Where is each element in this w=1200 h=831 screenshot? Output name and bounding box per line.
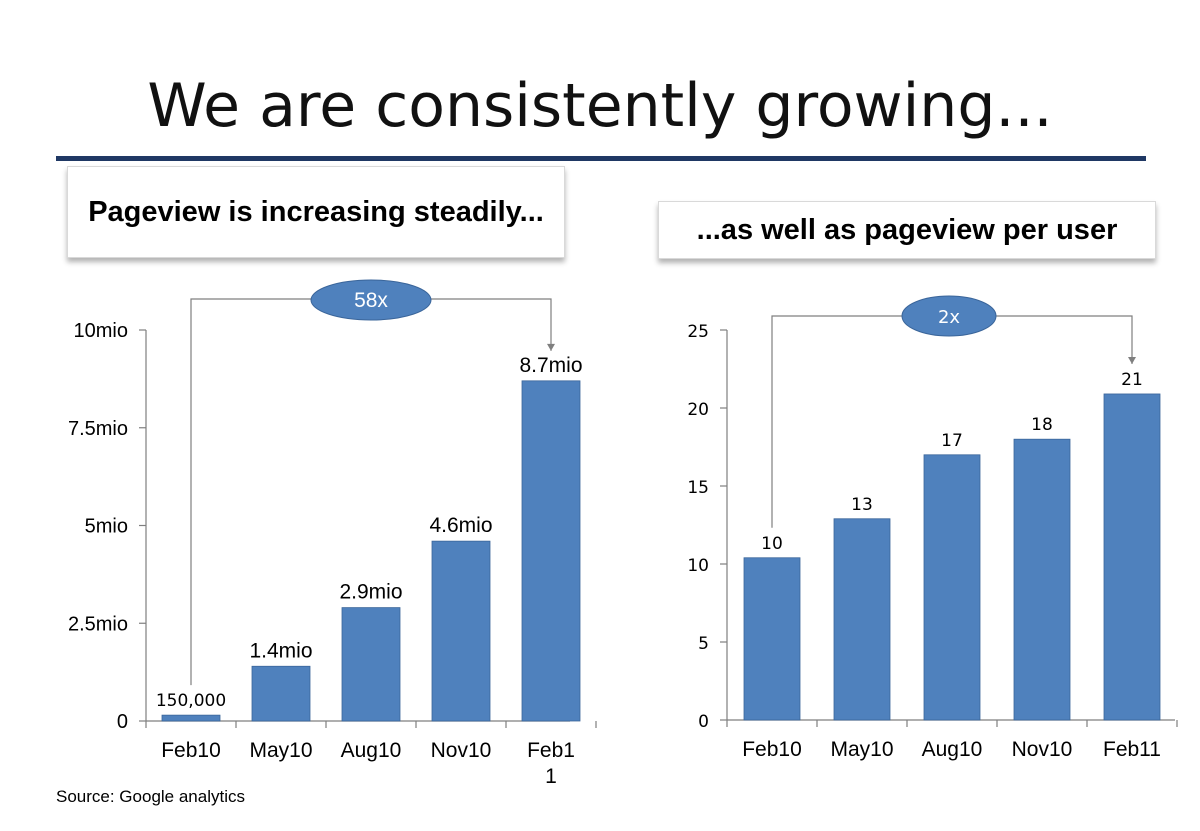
growth-badge [310,279,432,321]
growth-badge [901,295,997,337]
bar-May10 [833,518,891,721]
title-rule [56,156,1146,161]
chart-2-heading-box: ...as well as pageview per user [658,201,1156,259]
y-tick-label: 20 [687,400,709,420]
bar-Nov10 [431,540,491,722]
data-label: 1.4mio [249,639,312,662]
growth-badge-label: 58x [354,289,388,312]
data-label: 18 [1031,415,1053,435]
growth-badge-label: 2x [938,307,960,328]
data-label: 10 [761,534,783,554]
y-tick-label: 0 [117,711,128,733]
bar-May10 [251,665,311,722]
x-tick-label: Aug10 [341,739,402,762]
y-tick-label: 5mio [85,516,128,538]
growth-arrowhead [547,343,555,351]
data-label: 150,000 [156,691,226,711]
x-tick-label: May10 [830,738,893,761]
y-tick-label: 0 [698,712,709,732]
bar-Aug10 [341,607,401,722]
chart-1-heading-box: Pageview is increasing steadily... [67,166,565,258]
x-tick-label: Aug10 [922,738,983,761]
y-tick-label: 10 [687,556,709,576]
growth-arrowhead [1128,356,1136,364]
bar-Nov10 [1013,438,1071,721]
data-label: 4.6mio [429,514,492,537]
source-note: Source: Google analytics [56,787,245,806]
x-tick-label: Feb10 [161,739,221,762]
x-tick-label: Feb10 [742,738,802,761]
chart-2-heading: ...as well as pageview per user [696,214,1118,246]
bar-Feb10 [743,557,801,721]
slide-title: We are consistently growing... [147,71,1053,141]
bar-Feb11 [521,380,581,722]
y-tick-label: 7.5mio [68,418,128,440]
y-tick-label: 5 [698,634,709,654]
y-tick-label: 10mio [74,320,128,342]
x-tick-label: May10 [249,739,312,762]
bar-Feb10 [161,714,221,722]
x-tick-label: Feb11 [1103,738,1161,761]
y-tick-label: 2.5mio [68,613,128,635]
bar-Aug10 [923,454,981,721]
data-label: 21 [1121,370,1143,390]
y-tick-label: 15 [687,478,709,498]
data-label: 8.7mio [519,354,582,377]
data-label: 13 [851,495,873,515]
x-tick-label: Nov10 [431,739,492,762]
chart-2: 0 5 10 15 20 25 10 Feb10 13 May10 17 Aug10 18 Nov10 21… [687,295,1178,761]
y-tick-label: 25 [687,322,709,342]
chart-1: 0 2.5mio 5mio 7.5mio 10mio 150,000 Feb10 1.4mio… [68,279,597,788]
chart-1-heading: Pageview is increasing steadily... [88,196,544,228]
x-tick-label: Nov10 [1012,738,1073,761]
data-label: 17 [941,431,963,451]
bar-Feb11 [1103,393,1161,721]
data-label: 2.9mio [339,581,402,604]
